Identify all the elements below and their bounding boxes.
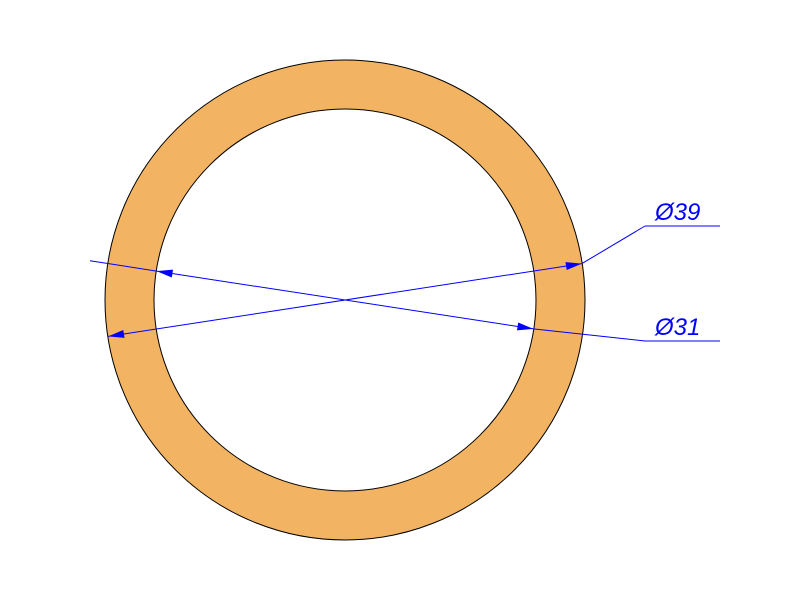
outer-diameter-label: Ø39 bbox=[654, 199, 700, 226]
dimension-arrow bbox=[517, 323, 533, 331]
outer-dimension-leader bbox=[582, 226, 645, 264]
dimension-arrow bbox=[157, 270, 173, 278]
inner-diameter-label: Ø31 bbox=[654, 314, 700, 341]
